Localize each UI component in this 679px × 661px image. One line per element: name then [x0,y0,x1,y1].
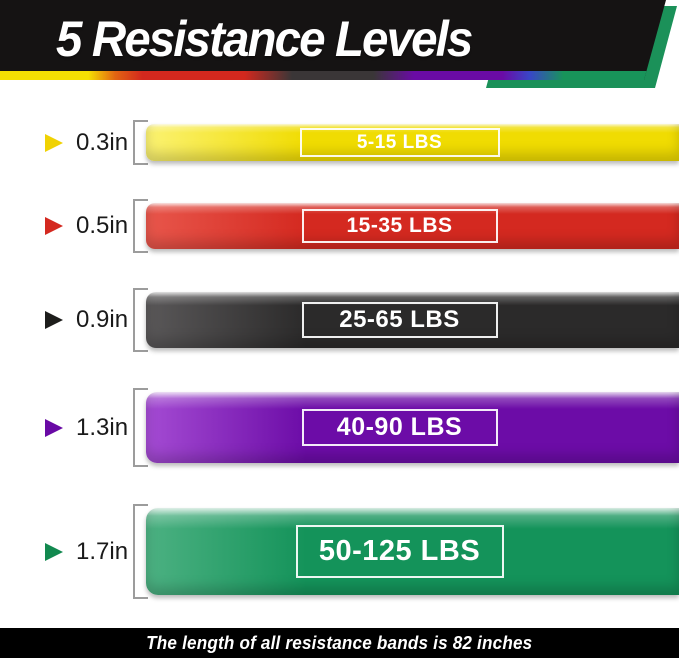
width-bracket [133,388,148,467]
footer-note: The length of all resistance bands is 82… [146,632,533,653]
band-width-label: 0.9in [76,306,129,333]
header-black-bar [0,0,666,80]
resistance-band: 50-125 LBS [146,508,679,595]
band-row-yellow: 0.3in 5-15 LBS [0,120,679,165]
band-width-label: 0.3in [76,128,129,156]
triangle-marker-icon [45,542,63,561]
width-bracket [133,120,148,165]
triangle-marker-icon [45,418,63,437]
band-row-red: 0.5in 15-35 LBS [0,199,679,253]
resistance-band: 5-15 LBS [146,124,679,161]
resistance-band: 40-90 LBS [146,392,679,463]
resistance-band: 15-35 LBS [146,203,679,249]
resistance-range-badge: 15-35 LBS [301,209,498,243]
footer-bar: The length of all resistance bands is 82… [0,628,679,658]
width-bracket [133,199,148,253]
resistance-range-badge: 50-125 LBS [295,525,504,578]
header-banner: 5 Resistance Levels [0,0,679,92]
page-title: 5 Resistance Levels [56,11,473,67]
band-width-label: 1.7in [76,537,129,565]
triangle-marker-icon [45,311,63,329]
width-bracket [133,504,148,599]
resistance-range-badge: 40-90 LBS [301,409,498,446]
band-row-black: 0.9in 25-65 LBS [0,288,679,352]
width-bracket [133,288,148,352]
band-width-label: 0.5in [76,212,129,239]
triangle-marker-icon [45,217,63,235]
resistance-band: 25-65 LBS [146,292,679,348]
band-row-green: 1.7in 50-125 LBS [0,504,679,599]
band-width-label: 1.3in [76,413,129,441]
header-rainbow-stripe [0,71,666,80]
band-row-purple: 1.3in 40-90 LBS [0,388,679,467]
resistance-range-badge: 25-65 LBS [301,302,498,338]
resistance-range-badge: 5-15 LBS [299,128,500,157]
triangle-marker-icon [45,133,63,152]
